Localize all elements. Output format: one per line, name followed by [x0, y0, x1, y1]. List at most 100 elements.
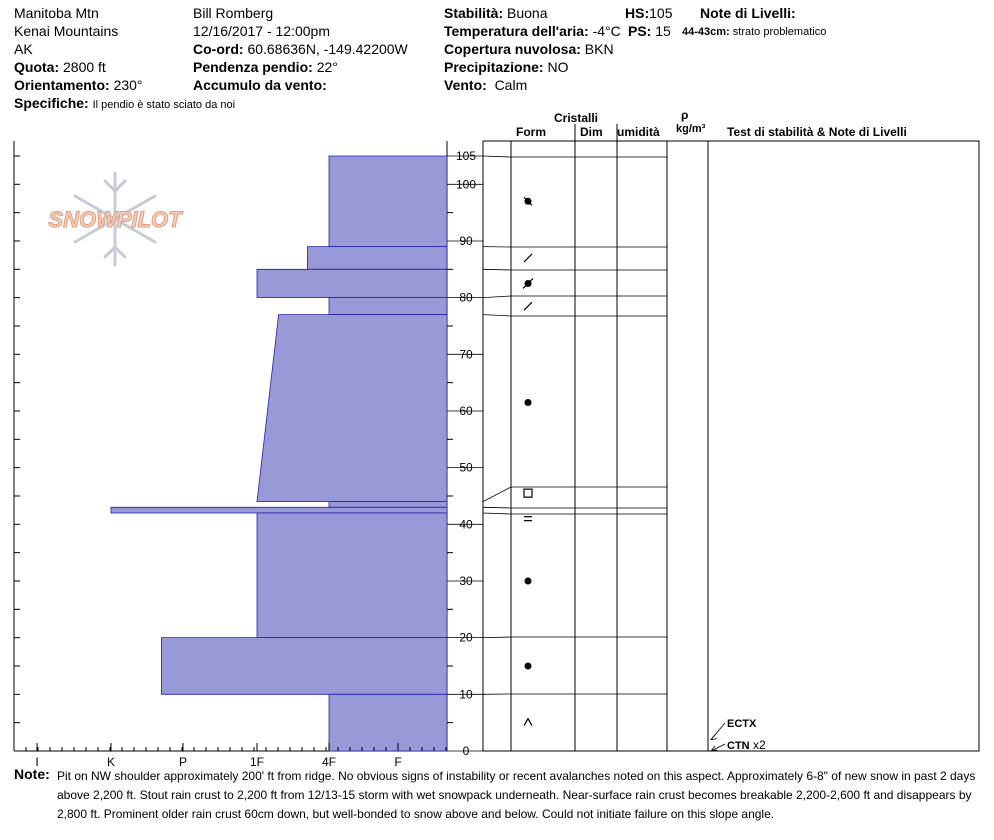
aspect-value: 230°	[113, 77, 143, 93]
layer-boundary	[482, 268, 667, 271]
round-dot	[524, 577, 532, 585]
round-dot	[524, 662, 532, 670]
depth-tick-label: 80	[459, 291, 473, 305]
layer-boundary	[482, 314, 667, 317]
elevation-label: Quota:	[14, 59, 60, 75]
hardness-bar	[256, 268, 448, 299]
elevation: Quota: 2800 ft	[14, 59, 106, 75]
layer-note-text: strato problematico	[732, 26, 827, 38]
table-frame	[482, 140, 980, 752]
dim-header: Dim	[580, 125, 603, 139]
test-extra: x2	[749, 738, 766, 752]
depth-tick-label: 40	[459, 517, 473, 531]
cloud-value: BKN	[584, 41, 614, 57]
specifics-value: Il pendio è stato sciato da noi	[92, 99, 236, 111]
coord-label: Co-ord:	[193, 41, 244, 57]
rounded-grains-icon	[524, 577, 532, 585]
layer-note: 44-43cm: strato problematico	[682, 24, 826, 40]
precip-label: Precipitazione:	[444, 59, 544, 75]
layer-boundary	[482, 636, 667, 639]
depth-tick-label: 30	[459, 574, 473, 588]
test-arrowhead	[710, 734, 718, 741]
ice-formation-icon	[524, 516, 532, 522]
wind-label: Vento:	[444, 77, 487, 93]
notes-label: Note:	[14, 766, 50, 782]
mixed-stroke	[522, 278, 534, 289]
moisture-header: umidità	[617, 125, 660, 139]
state: AK	[14, 41, 33, 57]
snowpilot-logo-text: SNOWPILOT	[48, 207, 183, 232]
location: Manitoba Mtn	[14, 5, 99, 21]
coord-value: 60.68636N, -149.42200W	[247, 41, 408, 57]
slope-value: 22°	[316, 59, 338, 75]
depth-tick-label: 10	[459, 687, 473, 701]
rounded-grains-icon	[524, 662, 532, 670]
decomposing-icon	[523, 301, 533, 311]
test-result: CTN x2	[727, 737, 766, 754]
depth-tick-label: 70	[459, 347, 473, 361]
snow-height: HS:105	[625, 5, 672, 21]
depth-tick-label: 50	[459, 461, 473, 475]
hardness-bar	[328, 693, 448, 752]
notes-text: Pit on NW shoulder approximately 200' ft…	[57, 769, 976, 821]
precip-stroke	[523, 196, 533, 206]
density-unit-header: kg/m³	[676, 123, 706, 135]
precip-value: NO	[547, 59, 569, 75]
form-header: Form	[516, 125, 546, 139]
specifics: Specifiche: Il pendio è stato sciato da …	[14, 95, 235, 113]
decomposing-icon	[523, 253, 533, 263]
air-temperature: Temperatura dell'aria: -4°C	[444, 23, 621, 39]
hardness-bar	[328, 501, 448, 508]
coordinates: Co-ord: 60.68636N, -149.42200W	[193, 41, 408, 57]
wind: Vento: Calm	[444, 77, 527, 93]
test-arrow	[710, 743, 726, 752]
mixed-rounded-icon	[522, 278, 534, 289]
test-result: ECTX	[727, 716, 756, 732]
cloud-cover: Copertura nuvolosa: BKN	[444, 41, 614, 57]
hardness-tick-label: P	[179, 755, 187, 769]
layer-boundary	[482, 512, 667, 515]
stability-value: Buona	[507, 5, 548, 21]
elevation-value: 2800 ft	[63, 59, 106, 75]
stability: Stabilità: Buona	[444, 5, 548, 21]
aspect-label: Orientamento:	[14, 77, 110, 93]
hardness-tick-label: 1F	[250, 755, 264, 769]
observer: Bill Romberg	[193, 5, 274, 21]
hardness-bar	[256, 314, 448, 503]
hardness-bar	[110, 506, 448, 514]
ps-label: PS:	[628, 23, 652, 39]
stability-notes-header: Test di stabilità & Note di Livelli	[727, 125, 907, 139]
layer-notes-title: Note di Livelli:	[700, 5, 796, 21]
hoar-caret	[523, 717, 533, 726]
hardness-tick-label: F	[394, 755, 401, 769]
hardness-bar	[160, 637, 448, 695]
decomposing-stroke	[523, 253, 533, 263]
hardness-bar	[306, 246, 448, 270]
hardness-tick-label: I	[35, 755, 38, 769]
faceted-crystals-icon	[523, 488, 533, 498]
hardness-bar	[256, 512, 448, 639]
wind-value: Calm	[494, 77, 528, 93]
depth-tick-label: 90	[459, 234, 473, 248]
hs-value: 105	[649, 5, 673, 21]
slope-label: Pendenza pendio:	[193, 59, 313, 75]
rounded-grains-icon	[524, 398, 532, 406]
precip-particles-icon	[523, 196, 533, 206]
hardness-tick-label: 4F	[322, 755, 336, 769]
ps-value: 15	[655, 23, 671, 39]
round-dot	[524, 398, 532, 406]
test-arrowhead	[710, 745, 718, 752]
test-label: CTN	[727, 740, 750, 752]
layer-boundary	[482, 486, 667, 503]
hardness-bar	[328, 297, 448, 316]
depth-tick-label: 100	[456, 177, 476, 191]
cloud-label: Copertura nuvolosa:	[444, 41, 581, 57]
hs-label: HS:	[625, 5, 650, 21]
facet-square	[523, 488, 533, 498]
depth-hoar-icon	[523, 717, 533, 726]
layer-boundary	[482, 155, 667, 158]
pit-depth: PS: 15	[628, 23, 671, 39]
hardness-tick-label: K	[107, 755, 115, 769]
crystals-header: Cristalli	[554, 111, 599, 125]
